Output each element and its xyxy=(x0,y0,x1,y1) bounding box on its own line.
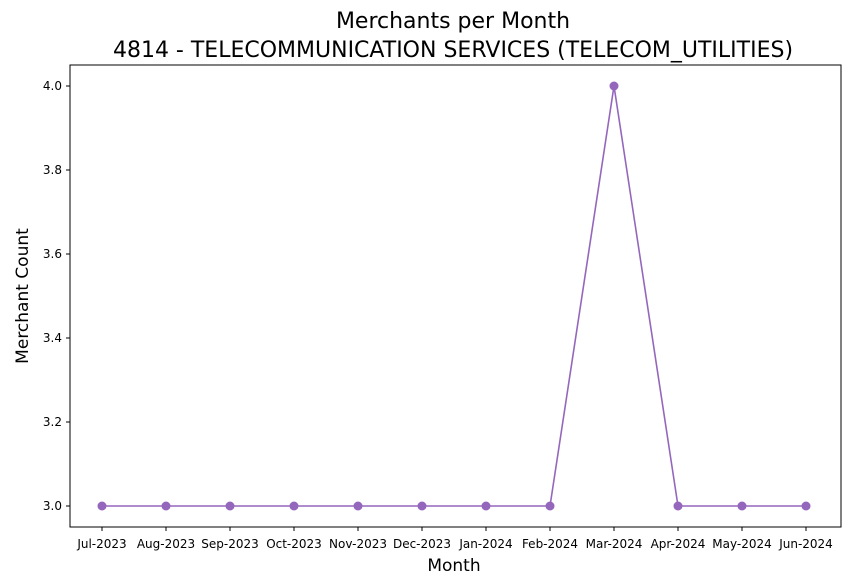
data-point xyxy=(417,501,427,511)
y-axis-label: Merchant Count xyxy=(13,228,33,364)
y-axis: 3.0 3.2 3.4 3.6 3.8 4.0 xyxy=(43,79,70,513)
data-point xyxy=(289,501,299,511)
y-tick-label: 3.6 xyxy=(43,247,62,261)
data-point xyxy=(353,501,363,511)
x-tick-label: Oct-2023 xyxy=(266,537,322,551)
x-tick-label: Jun-2024 xyxy=(778,537,833,551)
plot-area xyxy=(69,64,842,528)
x-axis-label: Month xyxy=(427,556,480,576)
x-tick-label: Sep-2023 xyxy=(201,537,259,551)
data-point xyxy=(801,501,811,511)
y-tick-label: 3.4 xyxy=(43,331,62,345)
chart-subtitle: 4814 - TELECOMMUNICATION SERVICES (TELEC… xyxy=(113,38,793,63)
data-point xyxy=(161,501,171,511)
x-tick-label: Jul-2023 xyxy=(76,537,126,551)
data-point xyxy=(673,501,683,511)
data-point xyxy=(481,501,491,511)
data-point xyxy=(545,501,555,511)
x-tick-label: Mar-2024 xyxy=(586,537,643,551)
y-tick-label: 4.0 xyxy=(43,79,62,93)
data-point xyxy=(225,501,235,511)
chart-title: Merchants per Month xyxy=(336,9,570,34)
x-tick-label: Dec-2023 xyxy=(393,537,451,551)
series-line xyxy=(102,85,806,507)
x-tick-label: Feb-2024 xyxy=(522,537,578,551)
y-tick-label: 3.8 xyxy=(43,163,62,177)
data-point xyxy=(97,501,107,511)
data-point xyxy=(609,81,619,91)
x-tick-label: Apr-2024 xyxy=(651,537,706,551)
data-point xyxy=(737,501,747,511)
x-axis: Jul-2023 Aug-2023 Sep-2023 Oct-2023 Nov-2023… xyxy=(76,527,833,551)
series-layer xyxy=(97,81,811,511)
x-tick-label: Jan-2024 xyxy=(458,537,512,551)
y-tick-label: 3.2 xyxy=(43,415,62,429)
x-tick-label: Nov-2023 xyxy=(329,537,387,551)
y-tick-label: 3.0 xyxy=(43,499,62,513)
x-tick-label: Aug-2023 xyxy=(137,537,195,551)
x-tick-label: May-2024 xyxy=(712,537,771,551)
